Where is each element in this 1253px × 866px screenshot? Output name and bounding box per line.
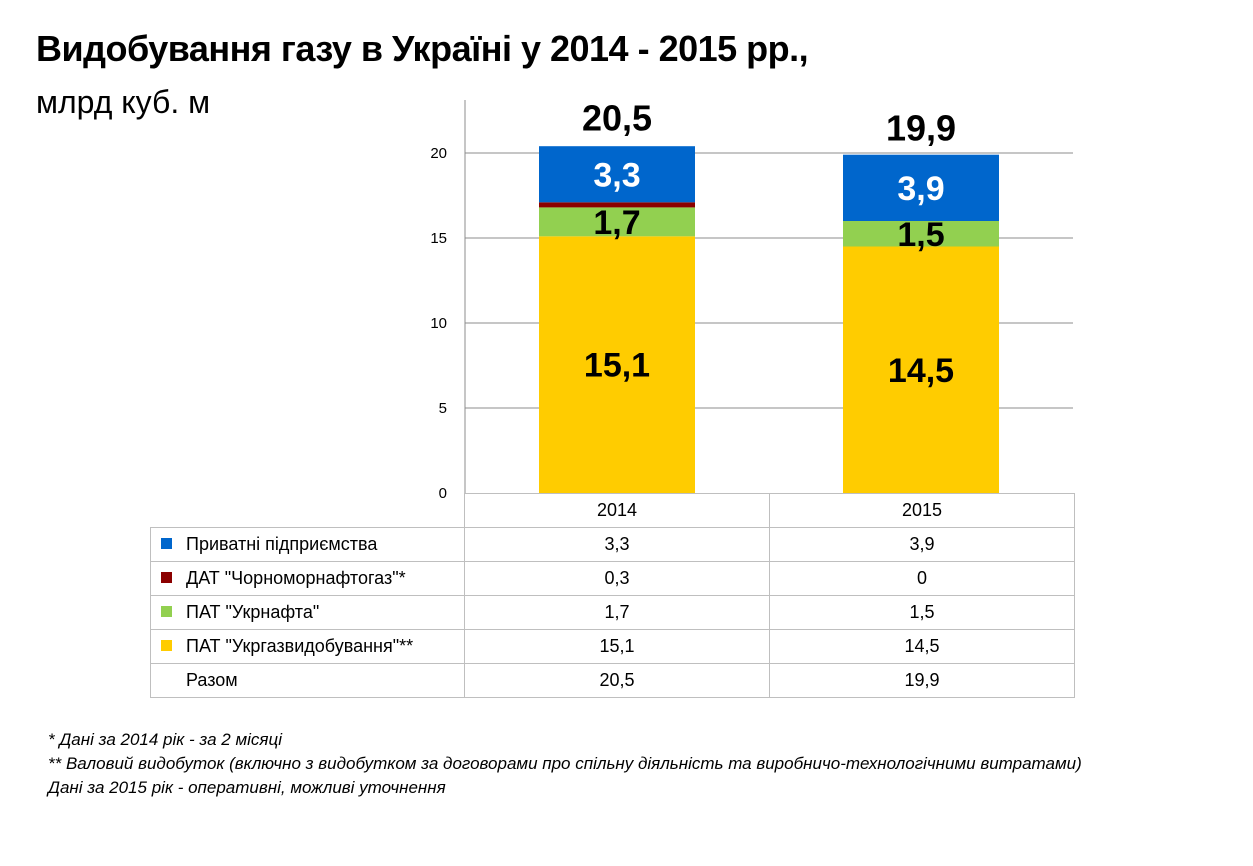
bar-data-label: 1,7 — [593, 204, 640, 242]
footnote: Дані за 2015 рік - оперативні, можливі у… — [48, 778, 446, 797]
table-row-total: Разом 20,5 19,9 — [150, 663, 1075, 698]
y-tick-label: 10 — [430, 315, 447, 332]
bar-segment — [843, 221, 999, 247]
y-tick-label: 0 — [439, 485, 447, 500]
bar-data-label: 3,9 — [897, 170, 944, 208]
bar-data-label: 15,1 — [584, 347, 650, 385]
table-row: ДАТ "Чорноморнафтогаз"* 0,3 0 — [150, 561, 1075, 596]
table-row: Приватні підприємства 3,3 3,9 — [150, 527, 1075, 562]
footnote: * Дані за 2014 рік - за 2 місяці — [48, 730, 282, 749]
chart-title: Видобування газу в Україні у 2014 - 2015… — [36, 28, 809, 69]
table-cell: 1,7 — [464, 595, 770, 630]
table-header-2014: 2014 — [464, 493, 770, 528]
y-tick-label: 5 — [439, 400, 447, 417]
bar-total-label: 20,5 — [582, 98, 652, 139]
legend-swatch-empty — [161, 674, 172, 685]
table-cell: 3,3 — [464, 527, 770, 562]
bar-segment — [539, 207, 695, 237]
table-row-label: Разом — [186, 670, 238, 690]
table-header-row: 2014 2015 — [150, 493, 1075, 528]
table-cell: 14,5 — [769, 629, 1075, 664]
bar-segment — [539, 146, 695, 203]
bar-segment — [539, 236, 695, 494]
footnote: ** Валовий видобуток (включно з видобутк… — [48, 754, 1082, 773]
chart-subtitle: млрд куб. м — [36, 84, 211, 120]
legend-swatch-chornomornaftogaz — [161, 572, 172, 583]
table-row: ПАТ "Укргазвидобування"** 15,1 14,5 — [150, 629, 1075, 664]
bar-data-label: 1,5 — [897, 216, 944, 254]
table-row: ПАТ "Укрнафта" 1,7 1,5 — [150, 595, 1075, 630]
bar-segment — [843, 246, 999, 493]
table-header-2015: 2015 — [769, 493, 1075, 528]
table-row-label: Приватні підприємства — [186, 534, 378, 554]
legend-swatch-ukrnafta — [161, 606, 172, 617]
table-row-label: ПАТ "Укрнафта" — [186, 602, 320, 622]
bar-total-label: 19,9 — [886, 108, 956, 149]
table-row-label: ПАТ "Укргазвидобування"** — [186, 636, 414, 656]
data-table: 2014 2015 Приватні підприємства 3,3 3,9 … — [150, 493, 1075, 698]
table-cell: 0,3 — [464, 561, 770, 596]
table-cell: 20,5 — [464, 663, 770, 698]
bar-data-label: 3,3 — [593, 156, 640, 194]
bar-data-label: 14,5 — [888, 352, 954, 390]
legend-swatch-private — [161, 538, 172, 549]
footnotes: * Дані за 2014 рік - за 2 місяці ** Вало… — [48, 728, 1082, 800]
table-corner-cell — [150, 493, 465, 528]
y-tick-label: 20 — [430, 145, 447, 162]
bar-segment — [843, 154, 999, 221]
table-cell: 15,1 — [464, 629, 770, 664]
table-cell: 0 — [769, 561, 1075, 596]
bar-segment — [539, 202, 695, 208]
legend-swatch-ukrgazvydobuvannya — [161, 640, 172, 651]
bar-chart: 0 5 10 15 20 15,1 1,7 3,3 20,5 14,5 1,5 3,9 19,9 — [430, 98, 1073, 500]
table-cell: 19,9 — [769, 663, 1075, 698]
table-cell: 1,5 — [769, 595, 1075, 630]
table-row-label: ДАТ "Чорноморнафтогаз"* — [186, 568, 406, 588]
table-cell: 3,9 — [769, 527, 1075, 562]
y-tick-label: 15 — [430, 230, 447, 247]
